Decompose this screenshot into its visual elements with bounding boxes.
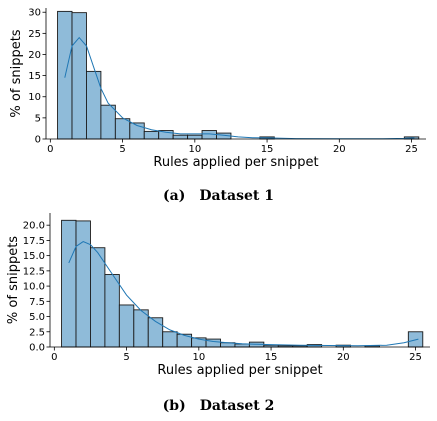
histogram-bar [100,104,116,140]
y-tick-label: 5.0 [29,312,45,323]
histogram-bar [143,130,160,140]
histogram-bar [61,219,77,348]
y-tick-label: 0.0 [29,343,45,354]
y-axis-label: % of snippets [9,29,24,117]
x-tick-label: 25 [409,352,422,363]
x-tick-label: 20 [333,144,346,155]
histogram-bar [187,134,203,140]
y-tick-label: 15.0 [23,251,45,262]
caption-dataset-1: (a) Dataset 1 [0,188,437,204]
caption-text: Dataset 1 [199,188,274,204]
y-tick-label: 30 [28,8,41,19]
histogram-dataset-1: 0 5 10 15 20 25 0 5 10 15 20 25 30 Rules applied per … [9,8,426,170]
histogram-bar [133,309,149,348]
y-tick-label: 2.5 [29,327,45,338]
histogram-bar [90,247,106,348]
y-tick-label: 20.0 [23,221,45,232]
y-tick-label: 25 [28,29,41,40]
x-axis-label: Rules applied per snippet [157,363,322,378]
y-axis-label: % of snippets [6,236,21,324]
histogram-bar [162,331,178,348]
histogram-bar [71,12,87,140]
x-tick-label: 5 [123,352,129,363]
y-tick-label: 10.0 [23,282,45,293]
histogram-bar [114,118,131,140]
histogram-bar [118,304,135,348]
caption-text: Dataset 2 [199,398,275,414]
x-tick-label: 15 [261,144,274,155]
caption-tag: (a) [163,188,186,204]
caption-tag: (b) [162,398,186,414]
histogram-bar [104,274,120,348]
histogram-bar [172,134,189,140]
y-tick-label: 7.5 [29,297,45,308]
histogram-bar [75,220,91,348]
x-tick-label: 10 [188,144,201,155]
y-tick-label: 5 [35,113,41,124]
histogram-bar [57,10,73,140]
x-tick-label: 20 [337,352,350,363]
y-tick-label: 15 [28,71,41,82]
x-tick-label: 0 [51,352,57,363]
x-tick-label: 5 [119,144,125,155]
y-tick-label: 17.5 [23,236,45,247]
x-tick-label: 10 [192,352,205,363]
histogram-bar [234,343,250,348]
y-tick-label: 10 [28,92,41,103]
x-tick-label: 25 [405,144,418,155]
y-tick-label: 20 [28,50,41,61]
histogram-dataset-2: 0 5 10 15 20 25 0.0 2.5 5.0 7.5 10.0 12.5 15.0 17.5 20… [6,213,430,378]
histogram-bar [147,317,164,348]
x-tick-label: 0 [47,144,53,155]
caption-dataset-2: (b) Dataset 2 [0,398,437,414]
histogram-bar [176,333,193,348]
x-axis-label: Rules applied per snippet [153,155,318,170]
x-tick-label: 15 [265,352,278,363]
y-tick-label: 12.5 [23,266,45,277]
y-tick-label: 0 [35,135,41,146]
kde-curve [68,241,419,347]
